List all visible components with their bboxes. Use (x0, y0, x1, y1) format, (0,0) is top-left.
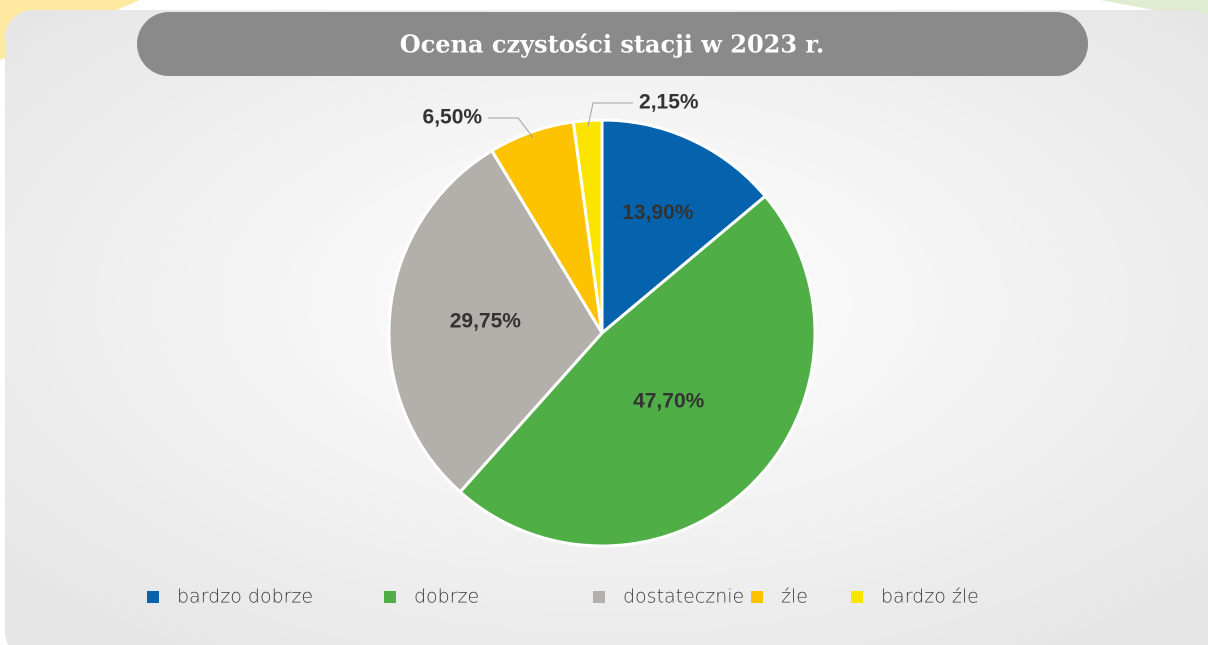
pie (387, 118, 817, 548)
legend-label: dobrze (414, 586, 479, 608)
title-bar (137, 12, 1088, 76)
data-label: 6,50% (423, 106, 483, 129)
data-labels: 13,90% 47,70% 29,75% 6,50% 2,15% (423, 91, 705, 413)
legend-label: bardzo dobrze (177, 586, 313, 608)
legend-swatch (751, 591, 763, 603)
legend-label: źle (781, 586, 808, 608)
leader-line (587, 102, 634, 127)
legend-label: dostatecznie (623, 586, 744, 608)
data-label: 2,15% (639, 91, 699, 114)
legend-label: bardzo źle (881, 586, 979, 608)
legend-swatch (384, 591, 396, 603)
legend-swatch (851, 591, 863, 603)
data-label: 29,75% (450, 310, 522, 333)
legend: bardzo dobrze dobrze dostatecznie źle bardzo… (147, 586, 979, 608)
leader-line (488, 117, 534, 139)
pie-slice (600, 118, 767, 335)
pie-slice (387, 149, 604, 494)
chart-title: Ocena czystości stacji w 2023 r. (400, 30, 824, 59)
legend-swatch (593, 591, 605, 603)
pie-slice (571, 118, 604, 335)
data-label: 47,70% (633, 389, 705, 412)
pie-slice (458, 194, 817, 548)
legend-swatch (147, 591, 159, 603)
data-label: 13,90% (622, 201, 694, 224)
